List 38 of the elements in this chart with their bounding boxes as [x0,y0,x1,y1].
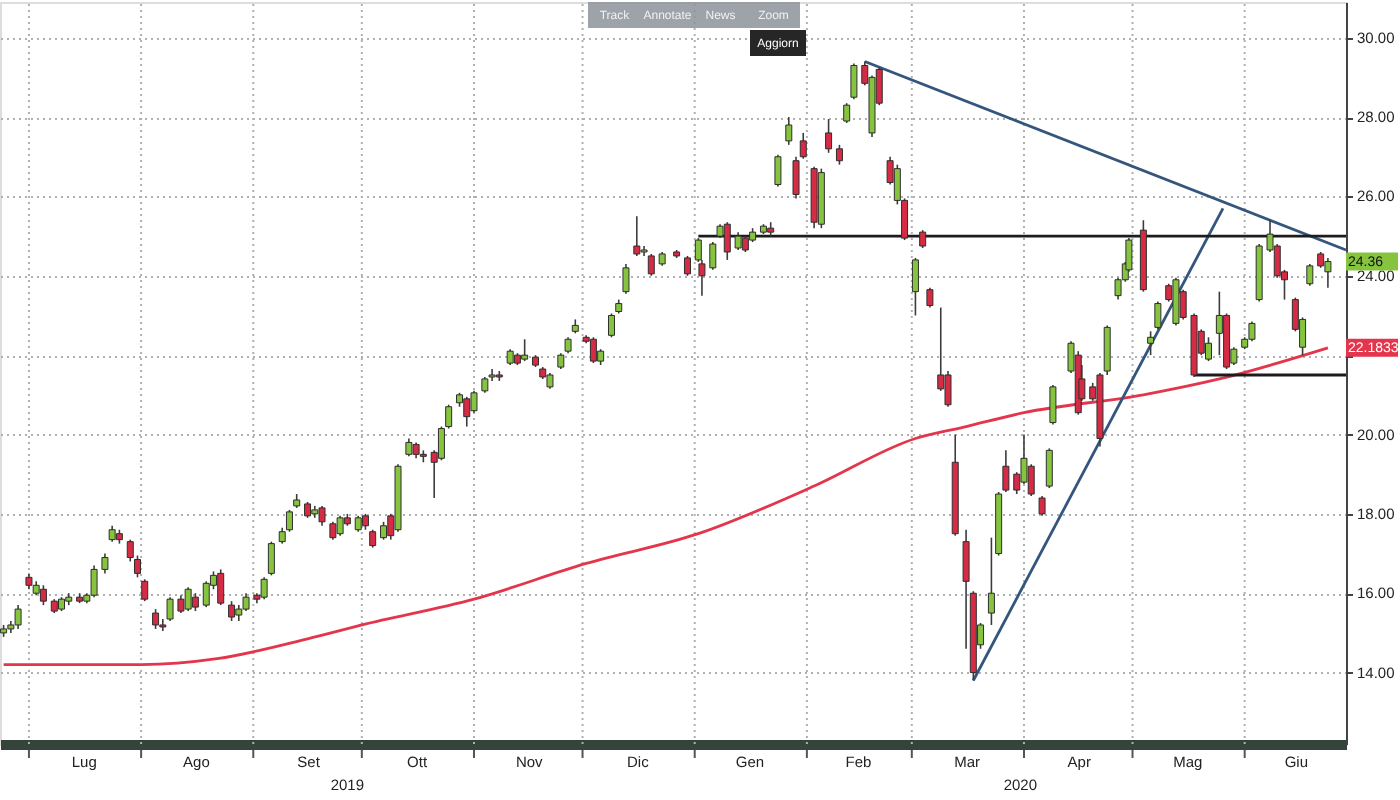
candlestick [835,144,843,166]
candlestick [521,338,529,362]
line-series [2,346,1330,667]
candlestick [683,255,691,277]
candlestick [799,132,807,160]
candlestick [39,584,47,606]
candlestick [1154,300,1162,331]
candlestick [318,505,326,527]
candlestick [633,215,641,257]
candlestick [228,600,236,622]
candlestick [607,312,615,339]
candlestick [1045,447,1053,489]
candlestick [589,336,597,364]
candlestick [911,257,919,317]
candlestick [785,116,793,146]
candlestick [141,578,149,602]
candlestick [1205,336,1213,362]
candlestick [1038,495,1046,517]
candlestick [1049,384,1057,426]
candlestick [336,515,344,537]
candlestick [843,102,851,124]
candlestick [622,263,630,295]
candlestick [792,155,800,200]
candlestick [260,576,268,600]
candlestick [1324,257,1332,289]
candlestick [774,153,782,188]
candlestick [184,586,192,612]
candlestick [825,118,833,154]
candlestick [152,608,160,630]
candlestick [1172,276,1180,327]
candlestick [1248,320,1256,343]
candlestick [14,604,22,630]
candlestick [217,568,225,606]
candlestick [267,540,275,577]
candlestick [463,396,471,428]
candlestick [926,286,934,309]
candlestick [1147,330,1155,356]
candlestick [1306,263,1314,287]
